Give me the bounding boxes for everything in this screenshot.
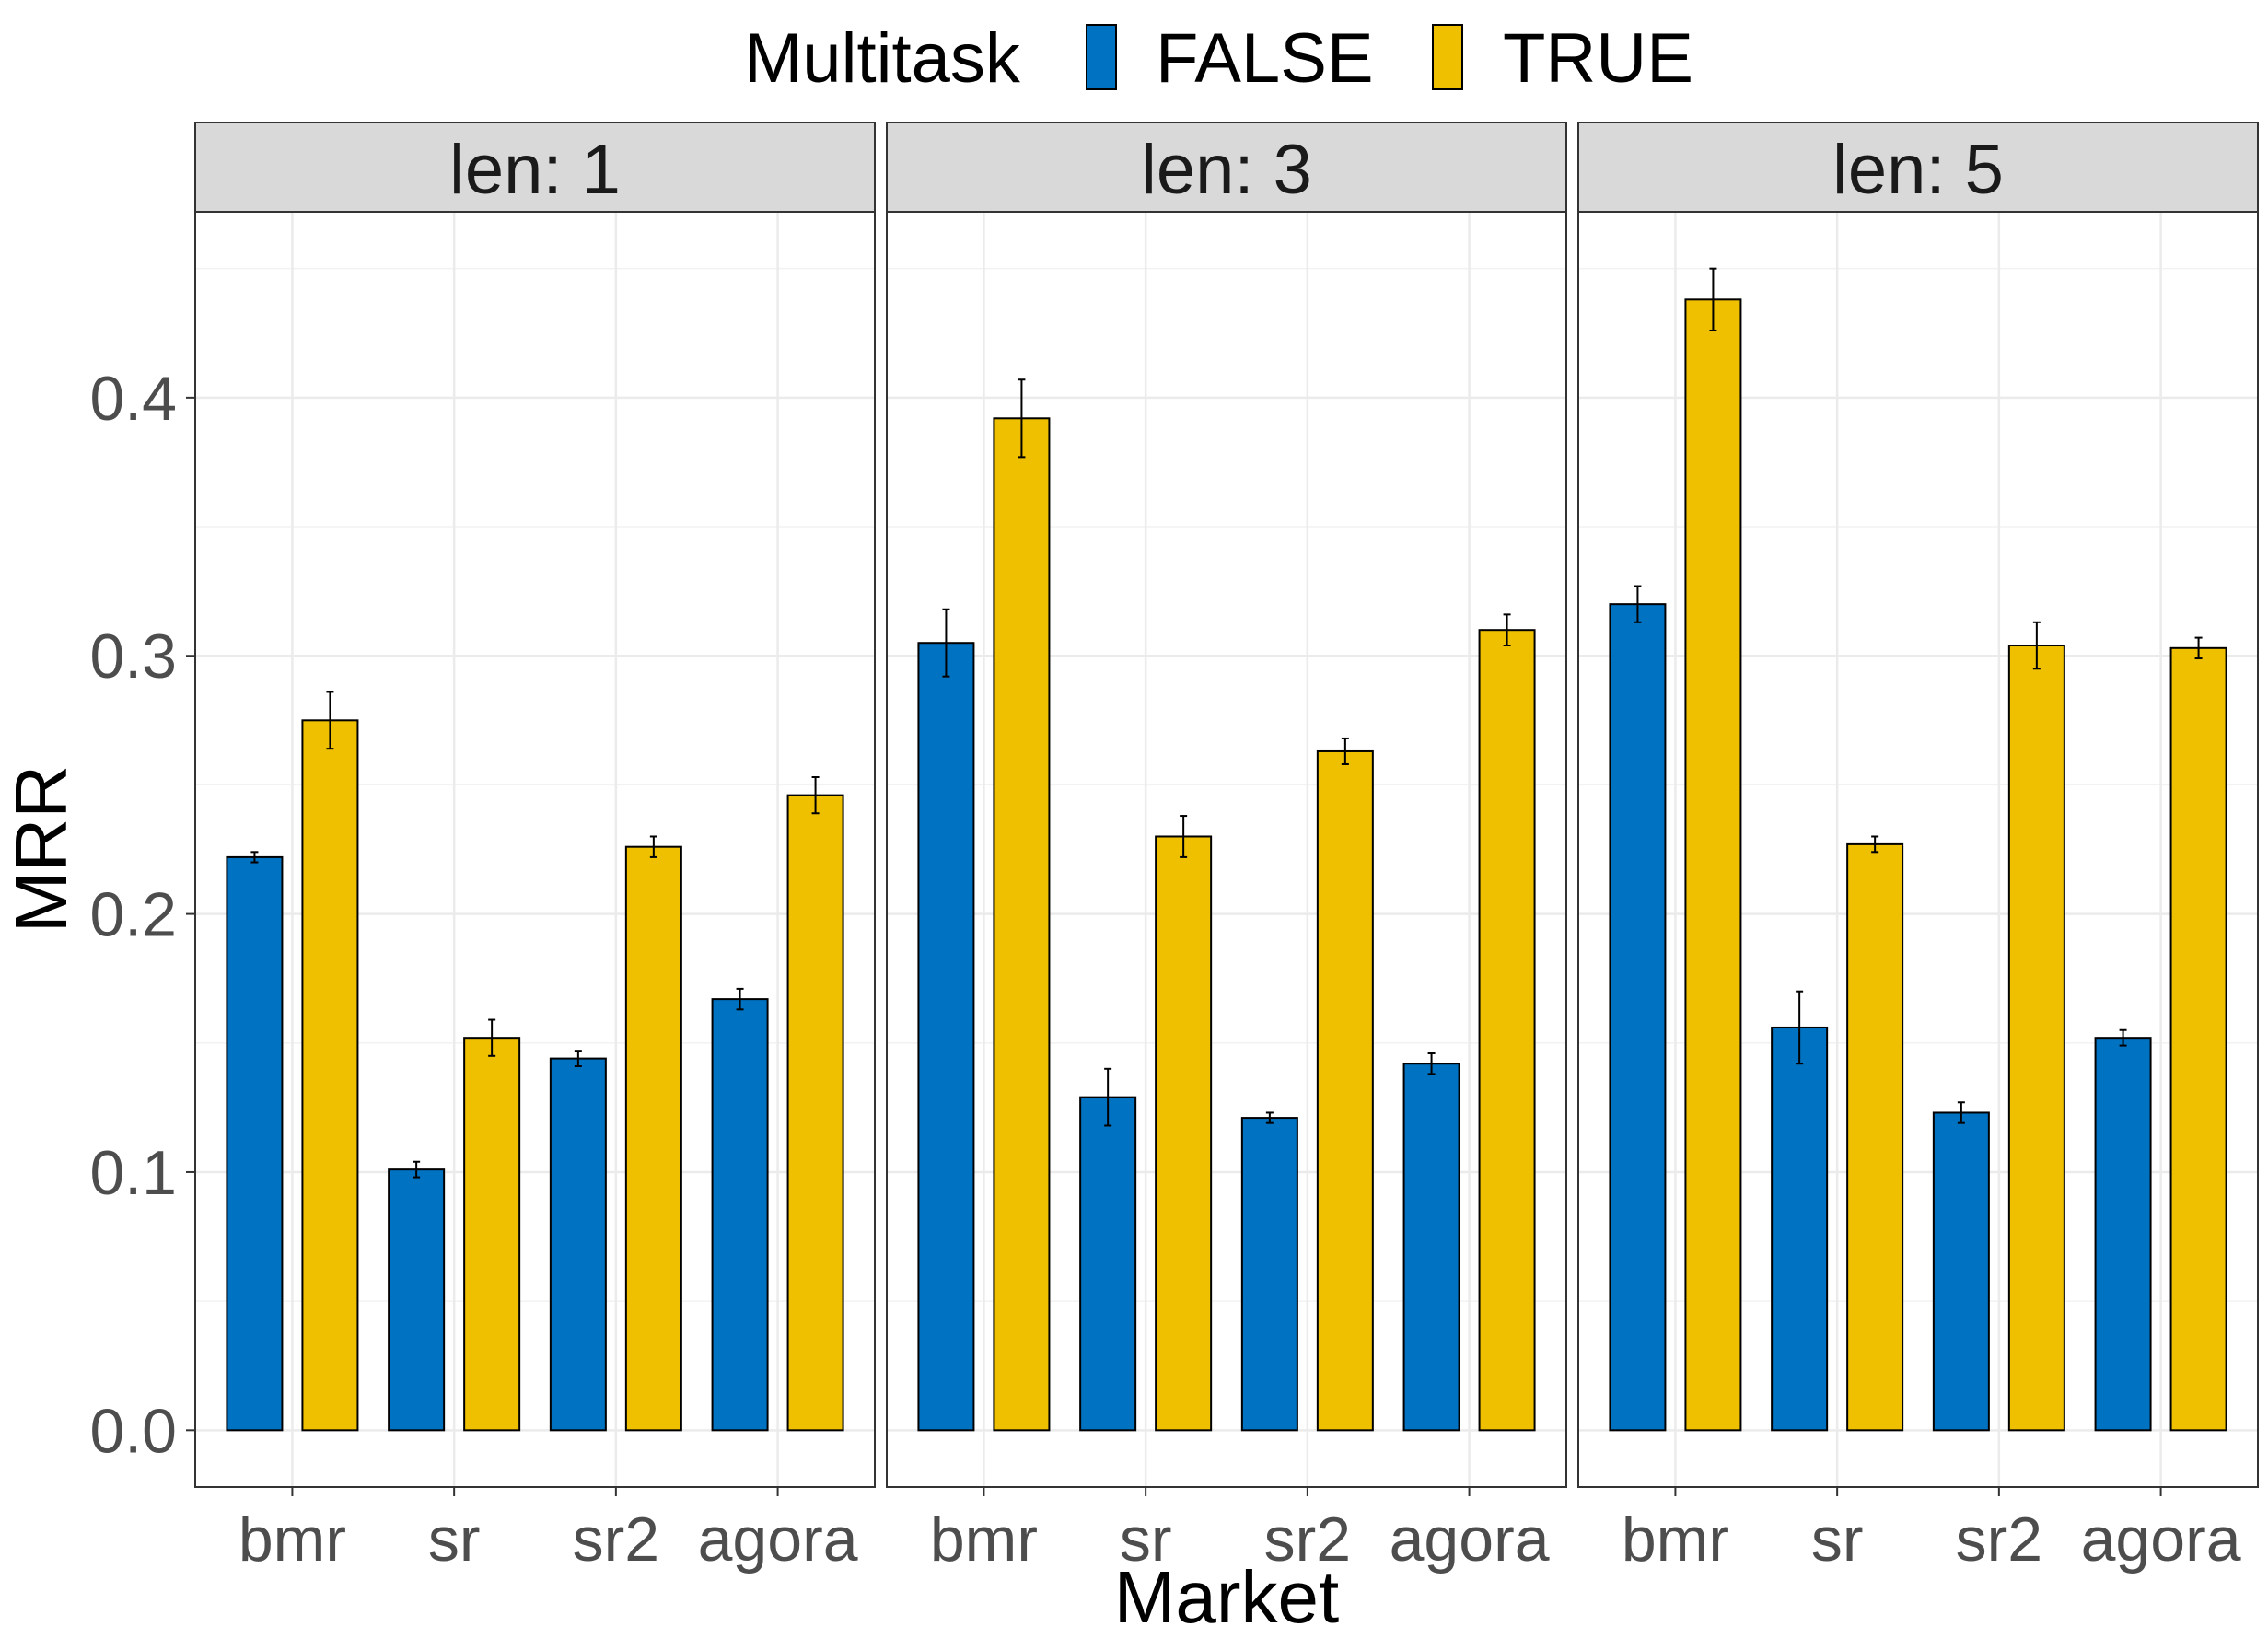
error-bar-true-bmr (326, 691, 334, 750)
y-tick-label: 0.4 (89, 364, 177, 434)
legend-title: Multitask (744, 19, 1021, 98)
legend-key-true (1432, 24, 1463, 90)
error-bar-true-agora (1503, 613, 1511, 647)
facet-panel-2: len: 3 bmr sr sr2 agora (886, 122, 1567, 1574)
error-bar-false-bmr (1634, 585, 1642, 623)
error-bar-false-sr2 (1957, 1101, 1965, 1124)
error-bar-true-agora (811, 775, 820, 815)
x-tick-label: sr (1120, 1505, 1172, 1574)
bar-true-agora (2169, 646, 2227, 1432)
x-tick-label: sr2 (573, 1505, 659, 1574)
error-bar-false-bmr (942, 608, 950, 678)
error-bar-false-bmr (250, 851, 259, 864)
error-bar-true-sr2 (2032, 621, 2041, 670)
bars (1609, 267, 2227, 1432)
x-ticks: bmr sr sr2 agora (1622, 1487, 2241, 1574)
bar-false-agora (711, 998, 769, 1432)
panel-border (1577, 211, 2259, 1488)
facet-strip-label: len: 3 (1141, 131, 1312, 209)
bar-false-agora (1402, 1063, 1460, 1432)
y-tick-label: 0.3 (89, 622, 177, 691)
x-tick-label: agora (698, 1505, 858, 1574)
x-tick-label: sr2 (1264, 1505, 1351, 1574)
error-bar-false-sr (1796, 990, 1804, 1065)
x-tick-label: sr (1811, 1505, 1864, 1574)
bars (226, 691, 844, 1432)
error-bar-false-agora (736, 987, 744, 1011)
panel-border (194, 211, 876, 1488)
facet-panel-1: len: 1 bmr sr sr2 agora (194, 122, 876, 1574)
error-bar-true-sr (1180, 815, 1188, 858)
bar-true-agora (786, 794, 844, 1432)
y-tick-label: 0.2 (89, 880, 177, 950)
x-tick-label: sr2 (1956, 1505, 2042, 1574)
facet-panel-3: len: 5 bmr sr sr2 agora (1577, 122, 2259, 1574)
error-bar-true-agora (2194, 636, 2203, 660)
error-bar-false-agora (2119, 1028, 2127, 1047)
y-tick-label: 0.0 (89, 1396, 177, 1466)
bar-true-sr2 (1316, 749, 1374, 1432)
bar-true-sr (1846, 842, 1904, 1432)
error-bar-true-sr2 (649, 835, 657, 858)
x-tick-label: agora (2081, 1505, 2241, 1574)
grid (195, 212, 875, 1487)
legend-label-false: FALSE (1156, 19, 1374, 98)
bar-true-bmr (301, 719, 359, 1432)
error-bar-true-sr2 (1341, 737, 1349, 765)
error-bar-false-sr2 (1265, 1111, 1274, 1124)
x-tick-label: bmr (238, 1505, 346, 1574)
grid (1578, 212, 2258, 1487)
bar-false-sr2 (549, 1057, 607, 1432)
y-axis-title: MRR (0, 765, 82, 933)
facet-strip (1577, 122, 2259, 213)
legend: Multitask FALSE TRUE (744, 19, 1693, 98)
x-tick-label: bmr (930, 1505, 1038, 1574)
facet-strip (886, 122, 1567, 213)
bar-false-sr2 (1240, 1117, 1298, 1432)
x-ticks: bmr sr sr2 agora (238, 1487, 858, 1574)
x-tick-label: bmr (1622, 1505, 1729, 1574)
error-bar-false-sr2 (574, 1050, 582, 1068)
legend-key-false (1086, 24, 1117, 90)
bar-false-bmr (917, 642, 975, 1432)
x-ticks: bmr sr sr2 agora (930, 1487, 1550, 1574)
grid (887, 212, 1566, 1487)
bar-true-bmr (993, 417, 1051, 1432)
error-bar-false-agora (1427, 1052, 1436, 1075)
bar-true-sr2 (624, 845, 682, 1432)
legend-label-true: TRUE (1503, 19, 1693, 98)
bar-false-sr (1079, 1096, 1137, 1432)
bar-false-bmr (1609, 603, 1667, 1432)
error-bar-false-sr (413, 1160, 421, 1179)
y-tick-label: 0.1 (89, 1138, 177, 1208)
bar-true-sr2 (2007, 645, 2065, 1432)
bar-true-sr (463, 1037, 521, 1432)
error-bar-true-bmr (1709, 267, 1717, 331)
x-tick-label: agora (1390, 1505, 1550, 1574)
bar-true-bmr (1684, 298, 1742, 1432)
error-bar-true-sr (488, 1018, 496, 1057)
bar-false-sr (388, 1168, 446, 1432)
facet-strip (194, 122, 876, 213)
facet-strip-label: len: 1 (449, 131, 621, 209)
bar-false-sr (1771, 1026, 1829, 1432)
error-bar-true-bmr (1018, 378, 1026, 459)
panel-border (886, 211, 1567, 1488)
y-axis: 0.0 0.1 0.2 0.3 0.4 (89, 364, 195, 1466)
bar-false-bmr (226, 855, 284, 1432)
error-bar-true-sr (1871, 835, 1879, 854)
x-tick-label: sr (428, 1505, 481, 1574)
facet-strip-label: len: 5 (1832, 131, 2004, 209)
bars (917, 378, 1536, 1432)
bar-true-agora (1478, 629, 1536, 1432)
error-bar-false-sr (1104, 1067, 1112, 1127)
bar-true-sr (1155, 835, 1213, 1432)
x-axis-title: Market (1114, 1556, 1340, 1638)
bar-false-agora (2094, 1037, 2152, 1432)
bar-false-sr2 (1932, 1111, 1990, 1432)
